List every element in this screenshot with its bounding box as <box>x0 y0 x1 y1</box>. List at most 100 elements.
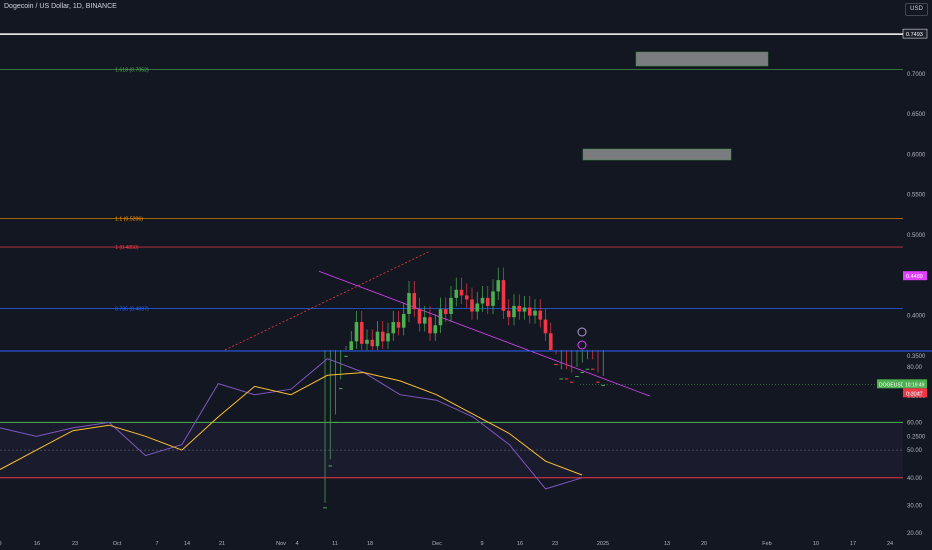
price-tick-label: 0.4000 <box>907 314 926 320</box>
time-tick-label: 23 <box>72 541 78 547</box>
candle-body <box>323 507 327 509</box>
time-tick-label: Dec <box>432 541 442 547</box>
time-tick-label: 11 <box>332 541 338 547</box>
candle-body <box>585 368 590 370</box>
price-tick-label: 0.2500 <box>907 434 926 440</box>
dashed-trendline <box>224 250 431 351</box>
time-tick-label: 18 <box>367 541 373 547</box>
price-badge-bg <box>903 271 927 281</box>
candle-body <box>475 303 480 312</box>
price-tick-label: 0.3500 <box>907 354 926 360</box>
time-tick-label: Nov <box>276 541 286 547</box>
time-tick-label: Feb <box>762 541 771 547</box>
candle-body <box>559 378 564 380</box>
candle-body <box>564 378 569 380</box>
fib-label: 0.786 (0.4087) <box>115 307 149 313</box>
rsi-pane: 80.00 70.00 60.00 50.00 40.00 30.00 20.00 <box>0 358 923 537</box>
fib-label: 1.1 (0.5206) <box>115 216 143 222</box>
candle-body <box>370 339 375 347</box>
rsi-tick-label: 60.00 <box>907 420 923 426</box>
level-badge-label: 0.7493 <box>906 32 923 38</box>
candle-body <box>533 310 537 316</box>
candle-body <box>543 319 548 334</box>
rsi-tick-label: 50.00 <box>907 448 923 454</box>
price-tick-label: 0.6000 <box>907 152 926 158</box>
time-tick-label: 21 <box>219 541 225 547</box>
candle-body <box>580 371 585 373</box>
target-zone-lower <box>582 148 732 161</box>
candle-body <box>401 313 406 328</box>
time-axis: 9 16 23 Oct 7 14 21 Nov 4 11 18 Dec 9 16 23 2025 13 20 Feb… <box>0 541 893 547</box>
event-icon <box>577 327 587 337</box>
chart-title: Dogecoin / US Dollar, 1D, BINANCE <box>4 3 117 10</box>
time-tick-label: 7 <box>155 541 158 547</box>
candle-body <box>527 307 532 316</box>
candle-body <box>412 293 417 310</box>
candle-body <box>596 381 600 383</box>
candle-body <box>496 280 501 292</box>
candle-body <box>548 333 553 350</box>
time-tick-label: 24 <box>887 541 893 547</box>
candle-body <box>438 309 443 326</box>
candle-body <box>349 341 354 350</box>
rsi-line <box>0 358 583 490</box>
candle-body <box>338 388 343 390</box>
candle-body <box>407 293 411 314</box>
candle-body <box>328 465 333 467</box>
rsi-tick-label: 30.00 <box>907 504 923 510</box>
candle-body <box>354 322 359 342</box>
candle-body <box>590 368 595 370</box>
sub-price-badge-bg <box>903 388 927 398</box>
candle-body <box>422 317 427 324</box>
time-tick-label: 16 <box>517 541 523 547</box>
time-tick-label: 2025 <box>597 541 609 547</box>
candle-body <box>386 333 390 342</box>
price-tick-label: 0.7000 <box>907 72 926 78</box>
candle-body <box>344 355 348 357</box>
price-tick-label: 0.5500 <box>907 193 926 199</box>
time-tick-label: 13 <box>664 541 670 547</box>
candle-body <box>391 322 396 334</box>
candle-body <box>459 289 464 296</box>
symbol-badge-bg <box>877 379 903 389</box>
candle-body <box>417 309 422 324</box>
candle-body <box>375 331 380 347</box>
candle-body <box>359 322 364 344</box>
candle-body <box>464 295 469 300</box>
candle-body <box>601 384 606 386</box>
candle-body <box>454 289 459 298</box>
rsi-tick-label: 40.00 <box>907 476 923 482</box>
target-zone-upper <box>635 51 769 67</box>
last-price-badge-bg <box>903 379 927 389</box>
candle-body <box>443 309 448 314</box>
currency-button[interactable]: USD <box>905 3 928 16</box>
candle-body <box>449 297 453 314</box>
candle-body <box>569 381 574 383</box>
candle-body <box>517 305 522 312</box>
candle-body <box>506 310 511 318</box>
time-tick-label: 10 <box>813 541 819 547</box>
price-tick-label: 0.5000 <box>907 233 926 239</box>
candle-body <box>485 297 490 306</box>
time-tick-label: Oct <box>113 541 122 547</box>
rsi-ma-line <box>0 371 583 476</box>
candle-body <box>480 297 485 304</box>
price-badge-label: 0.4489 <box>906 274 923 280</box>
rsi-tick-label: 80.00 <box>907 365 923 371</box>
fib-label: 1.618 (0.7052) <box>115 68 149 74</box>
candle-body <box>554 363 558 365</box>
time-tick-label: 17 <box>850 541 856 547</box>
candle-body <box>575 376 579 378</box>
rsi-tick-label: 70.00 <box>907 393 923 399</box>
time-tick-label: 14 <box>184 541 190 547</box>
sub-price-label: 0.3047 <box>906 391 923 397</box>
candle-body <box>470 299 474 312</box>
time-tick-label: 16 <box>34 541 40 547</box>
time-tick-label: 9 <box>480 541 483 547</box>
price-tick-label: 0.6500 <box>907 112 926 118</box>
fib-label: 1 (0.4850) <box>115 245 139 251</box>
descending-trendline <box>318 270 651 397</box>
candle-body <box>433 325 438 334</box>
